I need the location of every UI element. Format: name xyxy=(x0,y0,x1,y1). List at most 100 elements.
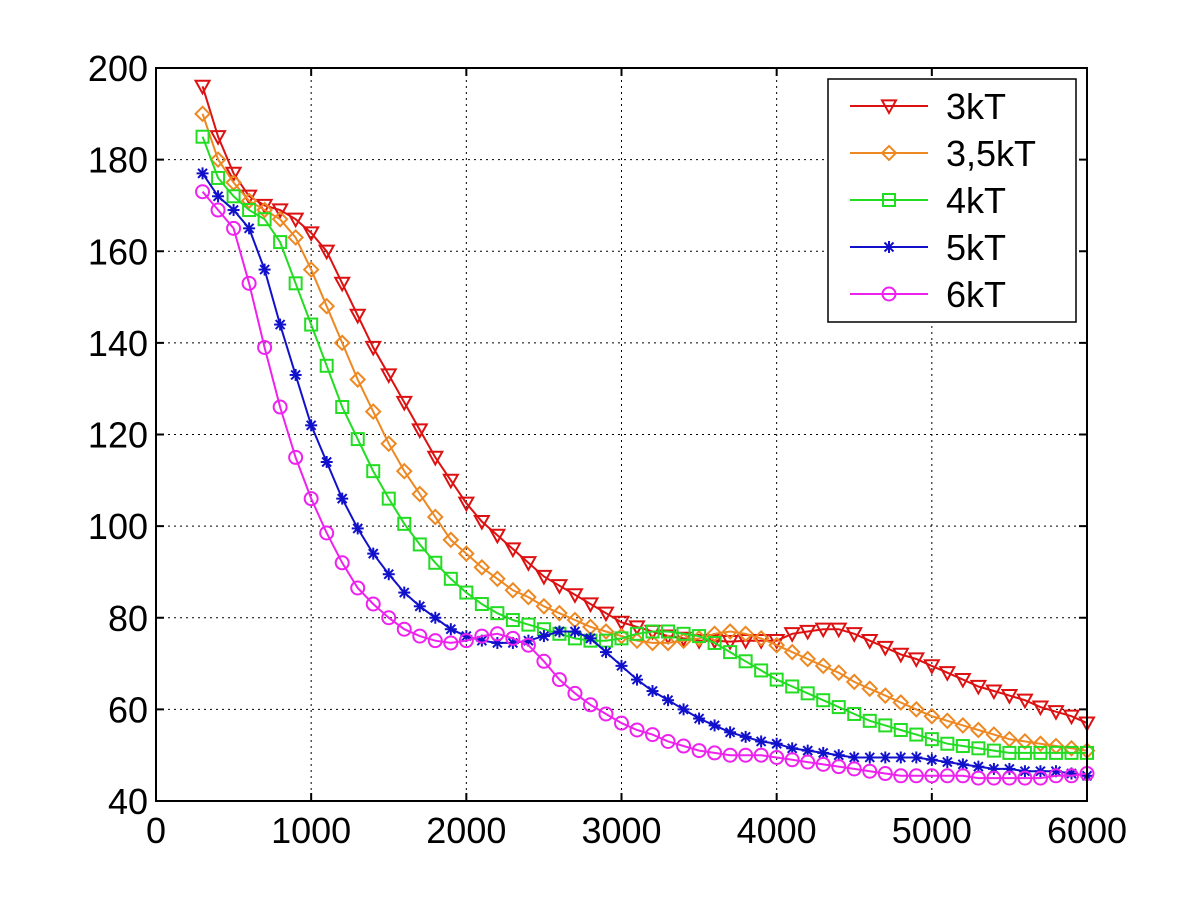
x-tick-label: 4000 xyxy=(737,810,817,851)
data-point xyxy=(364,340,382,357)
data-point xyxy=(349,371,367,388)
data-point xyxy=(380,368,398,385)
data-point xyxy=(910,751,923,764)
data-point xyxy=(381,610,397,626)
data-point xyxy=(830,664,848,682)
data-point xyxy=(924,768,940,784)
data-point xyxy=(318,297,336,315)
data-point xyxy=(257,212,272,227)
data-point xyxy=(739,730,752,743)
data-point xyxy=(738,747,754,763)
data-point xyxy=(814,622,832,639)
data-point xyxy=(351,522,364,535)
data-point xyxy=(519,588,537,606)
data-point xyxy=(519,556,538,572)
data-point xyxy=(971,741,986,756)
data-point xyxy=(893,722,908,737)
data-point xyxy=(226,220,242,236)
data-point xyxy=(581,597,600,614)
data-point xyxy=(768,636,786,654)
data-point xyxy=(769,672,784,687)
data-point xyxy=(473,558,491,576)
series-line xyxy=(201,136,1087,754)
data-point xyxy=(349,308,367,325)
data-point xyxy=(1064,745,1079,760)
data-point xyxy=(692,629,707,644)
y-tick-label: 140 xyxy=(88,323,148,364)
data-point xyxy=(831,759,847,775)
data-point xyxy=(612,615,631,632)
data-point xyxy=(784,752,800,768)
data-point xyxy=(985,684,1003,701)
data-point xyxy=(691,743,707,759)
data-point xyxy=(413,600,426,613)
data-point xyxy=(1017,745,1032,760)
data-point xyxy=(566,588,584,604)
legend-entry: 5kT xyxy=(850,227,1006,268)
plot-area-frame xyxy=(155,67,1088,802)
data-point xyxy=(490,606,505,621)
data-point xyxy=(814,657,832,675)
data-point xyxy=(521,617,536,632)
data-point xyxy=(785,679,800,694)
data-point xyxy=(754,663,769,678)
data-point xyxy=(303,491,319,507)
data-point xyxy=(443,571,458,586)
data-point xyxy=(925,753,938,766)
data-point xyxy=(381,491,396,506)
data-point xyxy=(924,732,939,747)
data-point xyxy=(800,754,816,770)
data-point xyxy=(1017,770,1033,786)
data-point xyxy=(240,192,258,210)
data-point xyxy=(877,766,893,782)
x-tick-label: 3000 xyxy=(581,810,661,851)
data-point xyxy=(1016,733,1034,750)
data-point xyxy=(845,673,863,691)
legend-marker xyxy=(880,99,898,116)
data-point xyxy=(488,570,506,588)
data-point xyxy=(862,763,878,779)
series-line xyxy=(201,172,1088,777)
data-point xyxy=(212,190,225,203)
data-point xyxy=(350,432,365,447)
legend-marker xyxy=(882,193,896,207)
series-lines xyxy=(193,79,1096,786)
data-point xyxy=(336,492,349,505)
legend-entry: 4kT xyxy=(850,180,1006,221)
data-point xyxy=(227,204,240,217)
data-point xyxy=(676,738,692,754)
data-point xyxy=(334,555,350,571)
data-point xyxy=(568,625,581,638)
data-point xyxy=(876,640,894,657)
data-point xyxy=(628,632,646,650)
data-point xyxy=(274,318,287,331)
data-point xyxy=(862,713,877,728)
x-tick-label: 1000 xyxy=(271,810,351,851)
data-point xyxy=(755,735,768,748)
data-point xyxy=(721,623,739,640)
data-point xyxy=(398,586,411,599)
legend-entry: 3,5kT xyxy=(850,133,1036,174)
data-point xyxy=(411,423,429,439)
data-point xyxy=(458,633,474,649)
data-point xyxy=(893,768,909,784)
data-point xyxy=(457,496,476,513)
data-point xyxy=(567,685,583,701)
series-line xyxy=(201,86,1088,725)
data-point xyxy=(364,403,382,421)
data-point xyxy=(194,105,211,123)
data-point xyxy=(350,580,366,596)
legend-marker xyxy=(881,286,897,302)
data-point xyxy=(257,339,273,355)
data-point xyxy=(1002,745,1017,760)
data-point xyxy=(224,166,243,183)
data-point xyxy=(629,722,645,738)
data-point xyxy=(242,203,257,218)
data-point xyxy=(677,703,690,716)
data-point xyxy=(302,226,320,242)
data-point xyxy=(271,203,289,220)
data-point xyxy=(551,604,568,622)
data-point xyxy=(209,151,227,169)
data-point xyxy=(969,721,987,739)
data-point xyxy=(333,276,351,293)
